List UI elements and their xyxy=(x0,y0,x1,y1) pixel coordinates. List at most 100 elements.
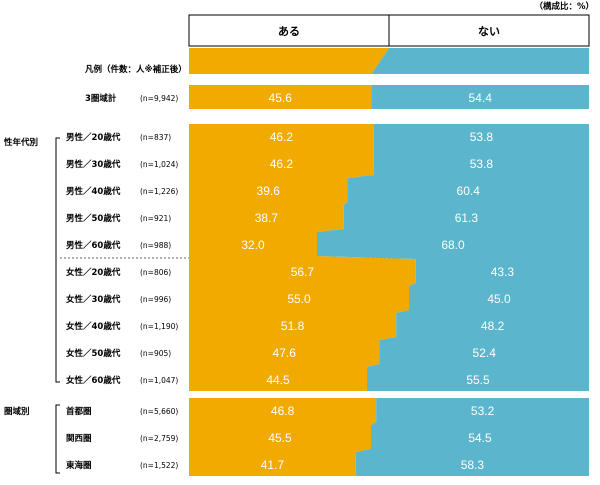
bar-aru xyxy=(189,367,367,391)
value-label-nai: 52.4 xyxy=(473,346,497,360)
row-label: 男性／60歳代 xyxy=(66,240,121,251)
value-label-aru: 46.2 xyxy=(270,157,294,171)
bar-connector-aru xyxy=(189,202,348,205)
row-n-count: (n=1,047) xyxy=(140,376,178,385)
bar-nai xyxy=(347,178,589,202)
row-n-count: (n=1,024) xyxy=(140,160,178,169)
value-label-aru: 41.7 xyxy=(261,458,285,472)
bar-connector-nai xyxy=(347,175,589,178)
row-label: 首都圏 xyxy=(66,406,92,417)
value-label-nai: 54.4 xyxy=(469,91,493,105)
bar-connector-nai xyxy=(355,449,589,452)
group-bracket-region xyxy=(55,404,60,474)
row-n-count: (n=996) xyxy=(140,295,171,304)
value-label-aru: 55.0 xyxy=(287,292,311,306)
bar-connector-aru xyxy=(189,256,416,259)
bar-connector-aru xyxy=(189,229,344,232)
row-n-count: (n=988) xyxy=(140,241,171,250)
bar-aru xyxy=(189,85,372,109)
row-label: 女性／40歳代 xyxy=(66,321,121,332)
bar-aru xyxy=(189,425,371,449)
value-label-aru: 47.6 xyxy=(273,346,297,360)
bar-connector-nai xyxy=(379,337,589,340)
bar-connector-aru xyxy=(189,175,374,178)
bar-connector-aru xyxy=(189,283,416,286)
bar-nai xyxy=(409,286,589,310)
row-label: 女性／30歳代 xyxy=(66,294,121,305)
value-label-aru: 45.6 xyxy=(269,91,293,105)
value-label-nai: 58.3 xyxy=(461,458,485,472)
bar-connector-aru xyxy=(189,449,371,452)
row-label: 男性／50歳代 xyxy=(66,213,121,224)
value-label-nai: 43.3 xyxy=(491,265,515,279)
bar-nai xyxy=(415,259,589,283)
value-label-aru: 45.5 xyxy=(268,431,292,445)
value-label-aru: 38.7 xyxy=(255,211,279,225)
row-label: 男性／40歳代 xyxy=(66,186,121,197)
value-label-aru: 46.2 xyxy=(270,130,294,144)
legend-swatch-nai xyxy=(371,48,589,74)
bar-nai xyxy=(367,367,589,391)
bar-nai xyxy=(355,452,589,476)
header-nai-label: ない xyxy=(478,25,500,38)
row-label: 3圏域計 xyxy=(85,93,117,104)
bar-nai xyxy=(396,313,589,337)
bar-aru xyxy=(189,259,416,283)
value-label-nai: 60.4 xyxy=(457,184,481,198)
header-cell-nai xyxy=(388,14,590,47)
row-label: 女性／50歳代 xyxy=(66,348,121,359)
row-n-count: (n=921) xyxy=(140,214,171,223)
row-n-count: (n=2,759) xyxy=(140,434,178,443)
row-label: 東海圏 xyxy=(66,460,92,471)
value-label-aru: 32.0 xyxy=(241,238,265,252)
bar-connector-nai xyxy=(396,310,589,313)
bar-aru xyxy=(189,151,374,175)
value-label-aru: 44.5 xyxy=(266,373,290,387)
bar-connector-aru xyxy=(189,337,397,340)
row-label: 女性／20歳代 xyxy=(66,267,121,278)
bar-connector-nai xyxy=(373,148,589,151)
bar-connector-aru xyxy=(189,148,374,151)
value-label-aru: 46.8 xyxy=(271,404,295,418)
header-aru-label: ある xyxy=(278,25,300,38)
row-label: 男性／30歳代 xyxy=(66,159,121,170)
row-label: 関西圏 xyxy=(66,433,92,444)
bar-aru xyxy=(189,178,348,202)
legend-label: 凡例（件数：人※補正後） xyxy=(85,64,187,75)
bar-aru xyxy=(189,232,317,256)
bar-nai xyxy=(379,340,589,364)
bar-aru xyxy=(189,452,356,476)
value-label-nai: 45.0 xyxy=(487,292,511,306)
group-bracket-gender-age xyxy=(55,137,60,383)
value-label-aru: 39.6 xyxy=(257,184,281,198)
value-label-aru: 56.7 xyxy=(291,265,315,279)
bar-aru xyxy=(189,286,409,310)
bar-nai xyxy=(376,398,589,422)
value-label-nai: 53.2 xyxy=(471,404,495,418)
group-label-region: 圏域別 xyxy=(4,406,30,417)
value-label-nai: 61.3 xyxy=(455,211,479,225)
row-n-count: (n=837) xyxy=(140,133,171,142)
bar-connector-nai xyxy=(371,422,589,425)
bar-nai xyxy=(371,85,589,109)
bar-connector-nai xyxy=(409,283,589,286)
bar-aru xyxy=(189,124,374,148)
bars-layer: 45.6 54.4 3圏域計 (n=9,942) 46.2 53.8 男性／20歳代 (n=8… xyxy=(66,48,589,476)
bar-aru xyxy=(189,398,377,422)
bar-nai xyxy=(317,232,589,256)
row-n-count: (n=806) xyxy=(140,268,171,277)
row-n-count: (n=5,660) xyxy=(140,407,178,416)
bar-nai xyxy=(373,124,589,148)
row-n-count: (n=905) xyxy=(140,349,171,358)
header-cell-aru xyxy=(188,14,390,47)
unit-note: （構成比：%） xyxy=(534,1,594,12)
value-label-nai: 68.0 xyxy=(441,238,465,252)
bar-aru xyxy=(189,313,397,337)
row-n-count: (n=1,226) xyxy=(140,187,178,196)
bar-nai xyxy=(373,151,589,175)
bar-connector-nai xyxy=(367,364,589,367)
bar-nai xyxy=(371,425,589,449)
bar-aru xyxy=(189,205,344,229)
row-label: 男性／20歳代 xyxy=(66,132,121,143)
value-label-nai: 54.5 xyxy=(468,431,492,445)
